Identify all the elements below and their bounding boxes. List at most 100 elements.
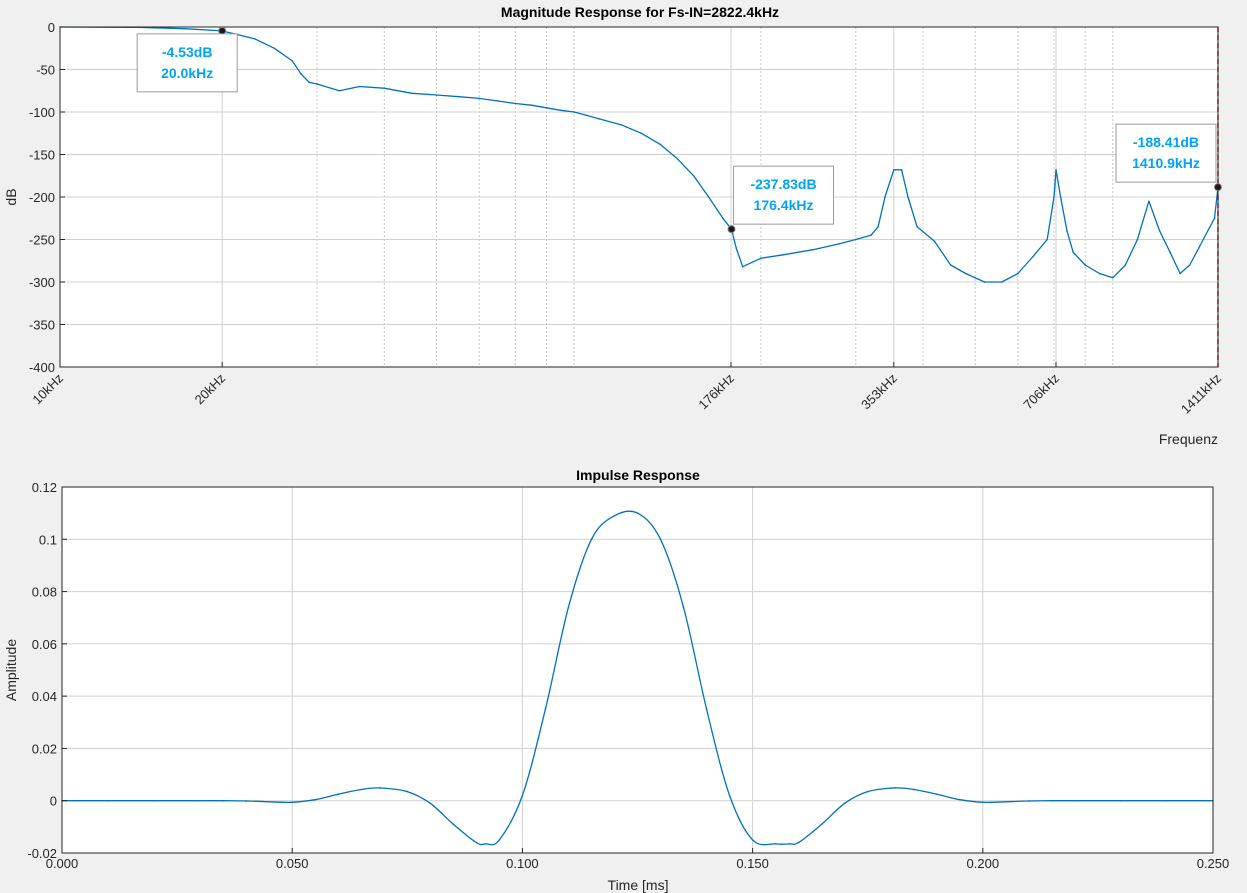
magnitude-data-point	[983, 281, 986, 283]
magnitude-data-point	[1000, 281, 1003, 283]
magnitude-data-point	[1053, 196, 1055, 198]
magnitude-data-point	[900, 169, 903, 171]
datatip-db-label: -237.83dB	[750, 176, 816, 192]
magnitude-data-point	[782, 254, 784, 256]
magnitude-data-point	[1188, 264, 1191, 266]
datatip-freq-label: 1410.9kHz	[1132, 155, 1200, 171]
y-tick-label: -50	[36, 63, 55, 78]
magnitude-curve-group	[59, 26, 1219, 283]
impulse-data-point	[705, 708, 708, 711]
x-tick-label: 0.200	[967, 856, 1000, 871]
magnitude-data-point	[1066, 230, 1068, 232]
impulse-data-point	[153, 799, 155, 802]
datatip-box[interactable]	[733, 165, 835, 225]
magnitude-data-point	[676, 157, 679, 160]
magnitude-data-point	[964, 272, 967, 275]
x-tick-label: 0.050	[276, 856, 309, 871]
impulse-data-point	[843, 802, 846, 805]
magnitude-data-point	[1046, 238, 1049, 241]
y-tick-label: -250	[29, 233, 55, 248]
magnitude-data-point	[458, 95, 460, 98]
magnitude-data-point	[254, 38, 256, 40]
datatip-box[interactable]	[1115, 123, 1217, 183]
impulse-data-point	[1166, 799, 1168, 802]
impulse-axes[interactable]: 0.12 0.1 0.08 0.06 0.04 0.02 0 -0.020.000 0.050 0…	[3, 467, 1229, 893]
y-tick-label: -100	[29, 105, 55, 120]
impulse-data-point	[1074, 799, 1076, 802]
magnitude-data-point	[383, 87, 386, 89]
magnitude-data-point	[478, 97, 481, 100]
impulse-data-point	[774, 843, 777, 845]
magnitude-data-point	[597, 118, 600, 120]
magnitude-data-point	[183, 27, 185, 30]
magnitude-data-point	[1111, 276, 1114, 279]
magnitude-data-point	[573, 111, 575, 113]
impulse-data-point	[894, 787, 897, 789]
magnitude-title: Magnitude Response for Fs-IN=2822.4kHz	[501, 4, 779, 20]
x-tick-label: 0.150	[736, 856, 769, 871]
magnitude-data-point	[854, 238, 857, 241]
impulse-data-point	[406, 790, 409, 793]
magnitude-data-point	[707, 196, 710, 198]
impulse-data-point	[912, 788, 915, 791]
y-tick-label: 0.06	[32, 637, 57, 652]
magnitude-data-point	[812, 248, 814, 251]
y-tick-label: 0.08	[32, 585, 57, 600]
magnitude-data-point	[760, 257, 762, 260]
magnitude-data-point	[949, 264, 952, 266]
impulse-data-point	[788, 843, 791, 845]
magnitude-data-point	[877, 225, 879, 228]
magnitude-datatips[interactable]: -4.53dB 20.0kHz -237.83dB 176.4kHz -188.41dB…	[136, 26, 1222, 234]
magnitude-data-point	[1055, 169, 1057, 171]
x-tick-label: 0.000	[46, 856, 79, 871]
impulse-data-point	[544, 708, 547, 711]
magnitude-data-point	[559, 109, 562, 112]
impulse-data-point	[429, 802, 432, 805]
datatip-marker[interactable]	[1213, 183, 1222, 192]
magnitude-data-point	[659, 143, 661, 146]
impulse-data-point	[1005, 800, 1007, 803]
impulse-ticks: 0.12 0.1 0.08 0.06 0.04 0.02 0 -0.020.000 0.050 0…	[27, 480, 1229, 871]
y-tick-label: 0.02	[32, 741, 57, 756]
datatip-marker[interactable]	[218, 26, 227, 35]
magnitude-data-point	[1072, 251, 1075, 254]
x-tick-label: 0.250	[1197, 856, 1230, 871]
magnitude-data-point	[411, 92, 413, 95]
magnitude-data-point	[933, 240, 936, 242]
impulse-data-point	[797, 841, 800, 844]
impulse-data-point	[314, 798, 317, 801]
datatip-db-label: -4.53dB	[162, 44, 213, 60]
magnitude-data-point	[870, 234, 872, 237]
impulse-data-point	[636, 512, 639, 514]
magnitude-data-point	[1136, 238, 1139, 241]
magnitude-data-point	[497, 100, 499, 102]
magnitude-data-point	[514, 102, 517, 105]
datatip-box[interactable]	[136, 33, 238, 93]
impulse-data-point	[291, 801, 294, 804]
magnitude-data-point	[692, 174, 695, 177]
magnitude-data-point	[893, 169, 895, 171]
magnitude-data-point	[1179, 272, 1181, 275]
impulse-data-point	[751, 839, 754, 841]
y-tick-label: 0.1	[39, 532, 57, 547]
magnitude-data-point	[338, 89, 341, 92]
y-tick-label: 0.12	[32, 480, 57, 495]
magnitude-data-point	[1084, 264, 1087, 266]
impulse-data-point	[1051, 799, 1053, 802]
magnitude-data-point	[585, 114, 588, 117]
y-tick-label: -200	[29, 190, 55, 205]
x-tick-label: 0.100	[506, 856, 539, 871]
impulse-data-point	[1028, 800, 1030, 802]
impulse-data-point	[378, 787, 381, 789]
impulse-data-point	[659, 538, 662, 541]
datatip-freq-label: 176.4kHz	[754, 197, 814, 213]
magnitude-data-point	[1148, 200, 1150, 203]
datatip-marker[interactable]	[727, 225, 736, 234]
impulse-data-point	[982, 801, 984, 804]
magnitude-data-point	[530, 104, 533, 106]
impulse-data-point	[728, 794, 731, 797]
magnitude-data-point	[884, 196, 886, 198]
y-tick-label: -300	[29, 275, 55, 290]
magnitude-data-point	[1198, 247, 1200, 249]
